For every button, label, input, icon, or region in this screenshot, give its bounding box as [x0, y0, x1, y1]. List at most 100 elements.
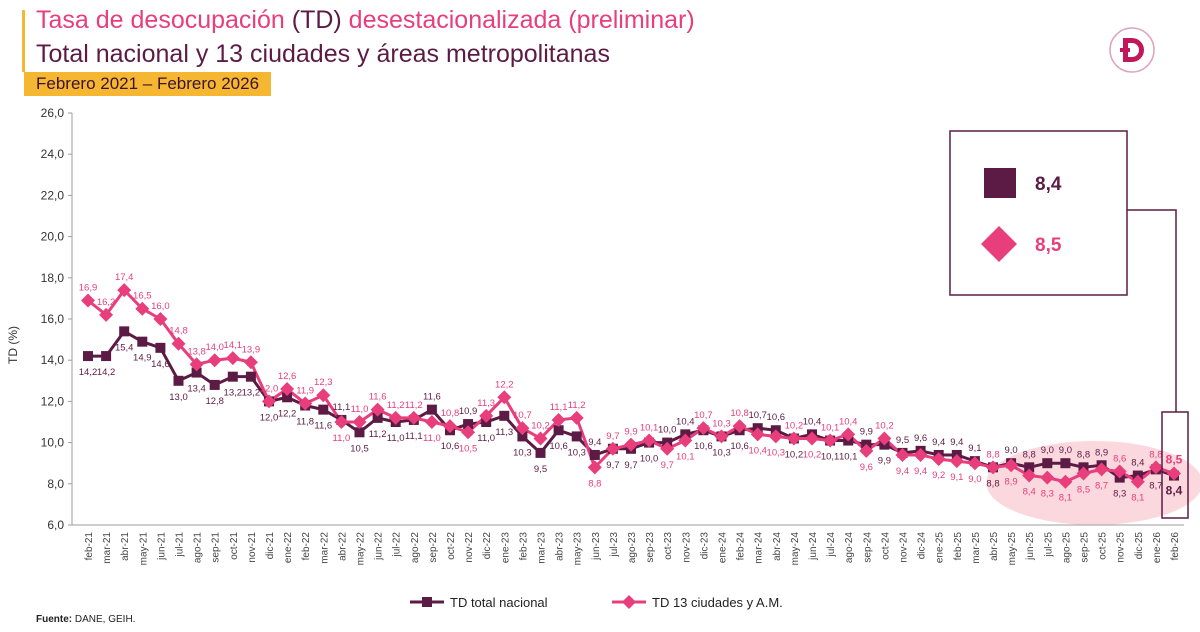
- national-data-label: 8,8: [986, 478, 999, 489]
- cities-point: [117, 283, 132, 298]
- cities-point: [1094, 462, 1109, 477]
- x-tick-label: dic-21: [265, 532, 276, 560]
- cities-point: [280, 382, 295, 397]
- cities-data-label: 10,5: [459, 443, 478, 454]
- cities-point: [642, 433, 657, 448]
- callout-cities-value: 8,5: [1035, 235, 1062, 256]
- cities-data-label: 8,6: [1113, 453, 1126, 464]
- y-tick-label: 6,0: [47, 518, 64, 532]
- national-point: [119, 326, 130, 337]
- cities-data-label: 9,4: [914, 466, 927, 477]
- national-point: [354, 427, 365, 438]
- cities-point: [388, 410, 403, 425]
- x-tick-label: mar-24: [754, 532, 765, 564]
- x-tick-label: may-22: [356, 532, 367, 566]
- cities-data-label: 8,3: [1041, 489, 1054, 500]
- national-data-label: 11,6: [314, 421, 332, 432]
- x-tick-label: feb-22: [301, 532, 312, 561]
- source-text: DANE, GEIH.: [72, 614, 136, 625]
- cities-data-label: 8,8: [588, 478, 601, 489]
- national-data-label: 15,4: [115, 342, 134, 353]
- cities-data-label: 12,3: [314, 377, 333, 388]
- cities-data-label: 9,1: [950, 472, 963, 483]
- recent-highlight: [986, 441, 1200, 525]
- cities-data-label: 16,2: [97, 297, 116, 308]
- x-tick-label: ago-24: [844, 532, 855, 564]
- x-tick-label: mar-21: [102, 532, 113, 564]
- national-data-label: 9,4: [932, 437, 945, 448]
- cities-data-label: 9,6: [860, 462, 873, 473]
- cities-point: [551, 412, 566, 427]
- national-point: [227, 371, 238, 382]
- cities-point: [1022, 468, 1037, 483]
- x-tick-label: oct-25: [1098, 532, 1109, 560]
- national-point: [589, 449, 600, 460]
- y-tick-label: 16,0: [41, 312, 65, 326]
- national-data-label: 8,8: [1077, 449, 1090, 460]
- x-tick-label: sep-22: [428, 532, 439, 563]
- cities-data-label: 11,0: [333, 433, 351, 444]
- cities-data-label: 8,4: [1023, 487, 1036, 498]
- national-data-label: 10,1: [821, 452, 840, 463]
- cities-point: [370, 402, 385, 417]
- cities-data-label: 10,1: [640, 423, 659, 434]
- x-tick-label: ago-25: [1061, 532, 1072, 564]
- cities-data-label: 10,2: [875, 420, 894, 431]
- x-tick-label: jul-22: [392, 532, 403, 558]
- national-data-label: 11,6: [423, 392, 441, 403]
- cities-point: [243, 355, 258, 370]
- y-tick-label: 10,0: [41, 436, 65, 450]
- cities-data-label: 10,4: [748, 445, 767, 456]
- y-tick-label: 18,0: [41, 271, 65, 285]
- source-note: Fuente: DANE, GEIH.: [36, 614, 135, 625]
- x-tick-label: dic-24: [917, 532, 928, 560]
- cities-point: [1112, 464, 1127, 479]
- cities-point: [1004, 458, 1019, 473]
- callout-connector: [1127, 209, 1177, 412]
- national-point: [571, 431, 582, 442]
- x-tick-label: sep-23: [645, 532, 656, 563]
- callout-national-square: [984, 168, 1016, 198]
- cities-point: [207, 353, 222, 368]
- cities-data-label: 16,9: [79, 282, 98, 293]
- cities-data-label: 8,9: [1004, 476, 1017, 487]
- x-tick-label: jul-21: [175, 532, 186, 558]
- cities-point: [99, 307, 114, 322]
- cities-point: [678, 433, 693, 448]
- national-data-label: 10,6: [730, 441, 749, 452]
- national-data-label: 9,4: [950, 437, 963, 448]
- x-tick-label: abr-23: [555, 532, 566, 561]
- x-tick-label: abr-21: [120, 532, 131, 561]
- national-data-label: 10,6: [694, 441, 713, 452]
- x-tick-label: ago-22: [410, 532, 421, 564]
- national-point: [535, 447, 546, 458]
- national-data-label: 11,1: [333, 402, 351, 413]
- cities-point: [913, 447, 928, 462]
- cities-data-label: 8,5: [1077, 485, 1090, 496]
- y-tick-label: 12,0: [41, 394, 65, 408]
- cities-point: [624, 437, 638, 452]
- national-data-label: 10,6: [549, 441, 568, 452]
- national-point: [191, 367, 202, 378]
- national-data-label: 12,8: [205, 396, 224, 407]
- national-data-label: 9,0: [1041, 445, 1054, 456]
- x-tick-label: ene-25: [935, 532, 946, 564]
- cities-point: [1130, 474, 1145, 489]
- x-tick-label: sep-24: [862, 532, 873, 563]
- callout-national-value: 8,4: [1035, 174, 1062, 195]
- cities-data-label: 10,3: [767, 447, 786, 458]
- national-point: [83, 351, 93, 362]
- x-tick-label: feb-25: [953, 532, 964, 561]
- national-point: [553, 425, 564, 436]
- national-data-label: 10,0: [640, 454, 659, 465]
- national-data-label: 14,9: [133, 353, 152, 364]
- cities-data-label: 10,7: [694, 410, 713, 421]
- cities-point: [768, 429, 783, 444]
- cities-data-label: 9,0: [968, 474, 981, 485]
- legend-national-label: TD total nacional: [450, 595, 548, 610]
- x-tick-label: mar-23: [537, 532, 548, 564]
- cities-data-label: 11,2: [405, 400, 423, 411]
- national-data-label: 12,2: [278, 408, 297, 419]
- national-point: [426, 404, 437, 415]
- x-tick-label: jun-21: [156, 532, 167, 561]
